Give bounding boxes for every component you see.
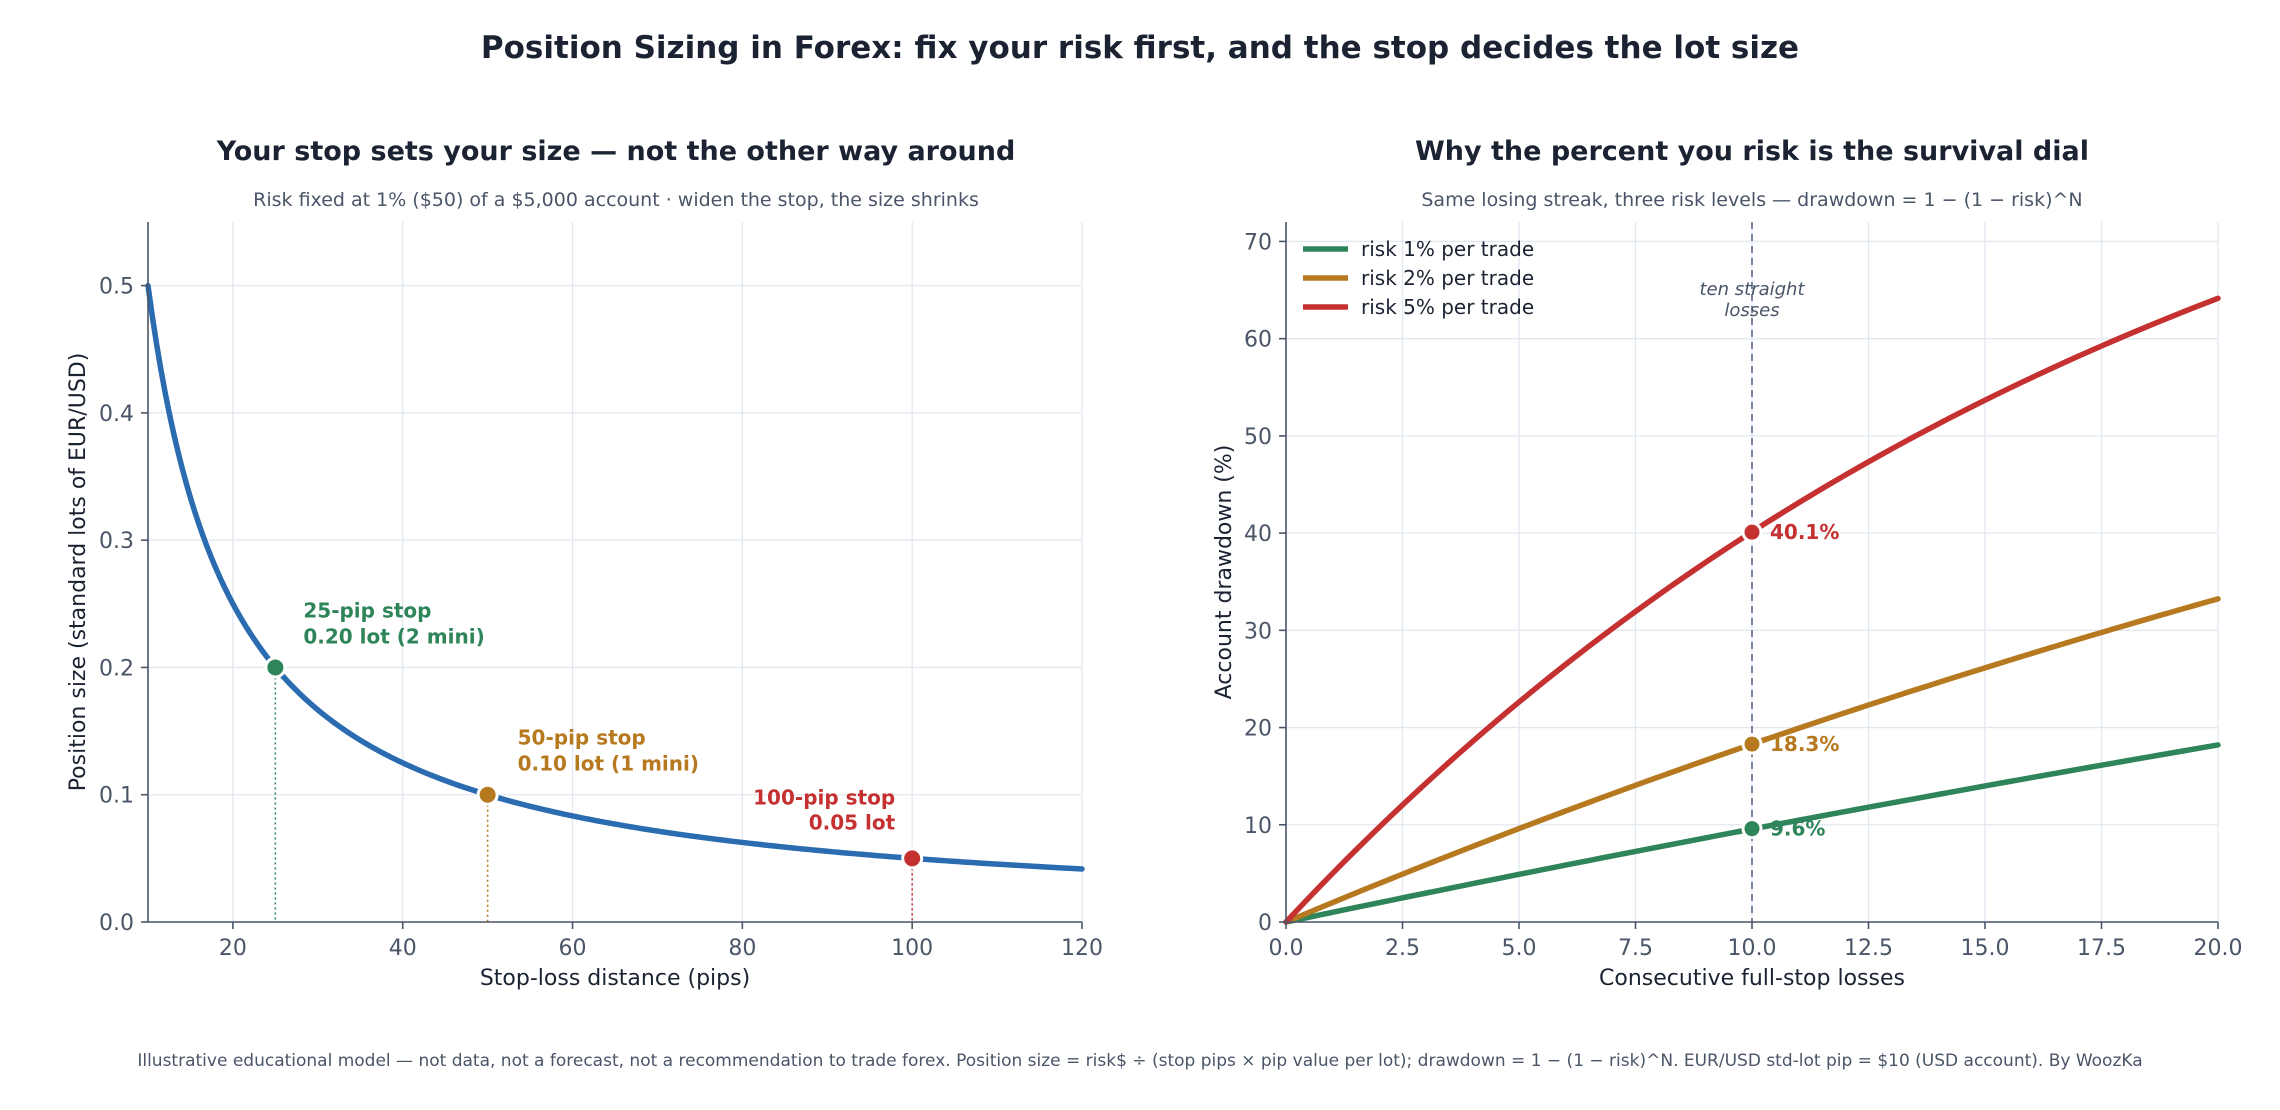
x-tick-label: 40: [389, 936, 417, 961]
drawdown-value-label: 40.1%: [1770, 520, 1839, 544]
y-tick-label: 0.4: [99, 402, 134, 427]
x-tick-label: 80: [728, 936, 756, 961]
marker-annotation-lot: 0.10 lot (1 mini): [518, 752, 699, 776]
right-legend: risk 1% per trade risk 2% per trade risk 5…: [1303, 237, 1534, 319]
y-tick-label: 0.2: [99, 656, 134, 681]
left-panel-subtitle: Risk fixed at 1% ($50) of a $5,000 accou…: [253, 189, 979, 211]
marker-annotation-stop: 50-pip stop: [518, 726, 646, 750]
marker-annotation-lot: 0.05 lot: [809, 810, 896, 834]
x-tick-label: 0.0: [1269, 936, 1304, 961]
x-tick-label: 10.0: [1728, 936, 1777, 961]
stop-marker: [476, 783, 499, 806]
right-ticks: 0.0 2.5 5.0 7.5 10.0 12.5 15.0 17.5 20.0 0 10 20 30 4…: [1244, 230, 2242, 961]
y-tick-label: 70: [1244, 230, 1272, 255]
stop-marker: [264, 656, 287, 679]
right-panel-title: Why the percent you risk is the survival…: [1415, 136, 2089, 167]
x-tick-label: 7.5: [1618, 936, 1653, 961]
legend-label: risk 5% per trade: [1361, 295, 1534, 319]
reference-line-label: losses: [1724, 300, 1779, 321]
x-tick-label: 20.0: [2194, 936, 2243, 961]
y-tick-label: 0.3: [99, 529, 134, 554]
drawdown-value-label: 18.3%: [1770, 732, 1839, 756]
x-tick-label: 60: [559, 936, 587, 961]
y-tick-label: 0.1: [99, 784, 134, 809]
x-tick-label: 12.5: [1844, 936, 1893, 961]
legend-label: risk 2% per trade: [1361, 266, 1534, 290]
x-tick-label: 17.5: [2077, 936, 2126, 961]
y-tick-label: 50: [1244, 425, 1272, 450]
y-tick-label: 30: [1244, 619, 1272, 644]
y-tick-label: 0.5: [99, 275, 134, 300]
x-tick-label: 120: [1061, 936, 1103, 961]
figure-title: Position Sizing in Forex: fix your risk …: [481, 30, 1799, 66]
legend-label: risk 1% per trade: [1361, 237, 1534, 261]
x-tick-label: 5.0: [1502, 936, 1537, 961]
position-size-curve: [145, 282, 1085, 872]
drawdown-marker: [1741, 818, 1763, 840]
right-panel: Why the percent you risk is the survival…: [1212, 136, 2242, 991]
y-tick-label: 20: [1244, 717, 1272, 742]
marker-annotation-stop: 100-pip stop: [753, 785, 895, 809]
right-y-axis-label: Account drawdown (%): [1212, 445, 1237, 700]
left-x-axis-label: Stop-loss distance (pips): [480, 966, 750, 991]
footer-note: Illustrative educational model — not dat…: [137, 1051, 2142, 1071]
drawdown-marker: [1741, 521, 1763, 543]
x-tick-label: 100: [891, 936, 933, 961]
y-tick-label: 60: [1244, 328, 1272, 353]
x-tick-label: 2.5: [1385, 936, 1420, 961]
left-panel: Your stop sets your size — not the other…: [66, 136, 1103, 991]
y-tick-label: 40: [1244, 522, 1272, 547]
drawdown-marker: [1741, 733, 1763, 755]
drawdown-value-label: 9.6%: [1770, 817, 1825, 841]
reference-line-label: ten straight: [1699, 279, 1805, 300]
left-series: [145, 282, 1085, 872]
stop-marker: [901, 847, 924, 870]
left-panel-title: Your stop sets your size — not the other…: [216, 136, 1016, 167]
right-x-axis-label: Consecutive full-stop losses: [1599, 966, 1905, 991]
x-tick-label: 15.0: [1961, 936, 2010, 961]
y-tick-label: 10: [1244, 814, 1272, 839]
marker-annotation-lot: 0.20 lot (2 mini): [303, 624, 484, 648]
left-grid: [148, 222, 1083, 923]
marker-annotation-stop: 25-pip stop: [303, 598, 431, 622]
x-tick-label: 20: [219, 936, 247, 961]
y-tick-label: 0.0: [99, 911, 134, 936]
left-y-axis-label: Position size (standard lots of EUR/USD): [66, 353, 91, 792]
left-ticks: 20 40 60 80 100 120 0.0 0.1 0.2 0.3 0.4 0.5: [99, 275, 1103, 961]
y-tick-label: 0: [1258, 911, 1272, 936]
right-markers: 40.1% 18.3% 9.6%: [1741, 520, 1839, 841]
right-panel-subtitle: Same losing streak, three risk levels — …: [1421, 189, 2082, 211]
